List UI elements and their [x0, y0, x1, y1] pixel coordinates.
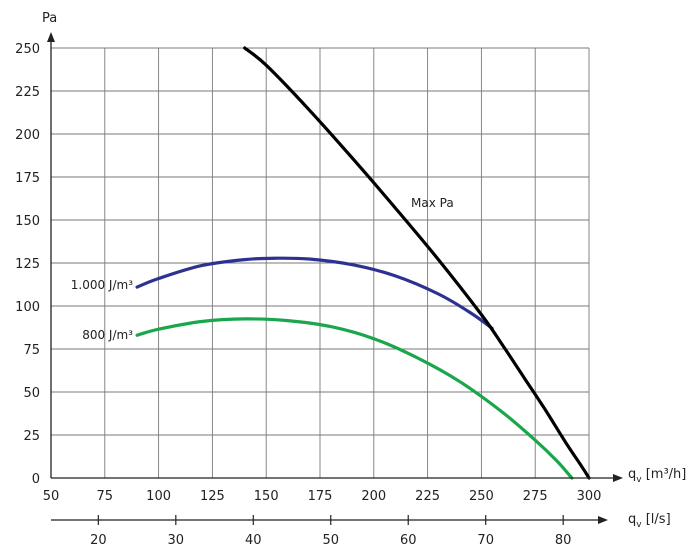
y-tick-label: 125 — [15, 257, 40, 272]
y-tick-label: 225 — [15, 85, 40, 100]
x2-tick-label: 50 — [322, 533, 339, 548]
max-pa-label: Max Pa — [411, 196, 454, 210]
x2-tick-label: 80 — [555, 533, 572, 548]
x-axis-arrow — [613, 474, 623, 482]
x-tick-label: 125 — [200, 489, 225, 504]
800-j-m3-curve — [135, 317, 574, 480]
x2-tick-label: 30 — [168, 533, 185, 548]
x2-axis-title: qv [l/s] — [628, 512, 671, 530]
x2-axis-arrow — [598, 516, 608, 524]
series-layer — [135, 46, 591, 480]
1000-j-m3-label: 1.000 J/m³ — [71, 278, 133, 292]
x-tick-label: 50 — [43, 489, 60, 504]
x-tick-label: 275 — [523, 489, 548, 504]
y-tick-label: 75 — [23, 343, 40, 358]
x2-tick-label: 70 — [477, 533, 494, 548]
x2-tick-label: 40 — [245, 533, 262, 548]
axes — [47, 32, 623, 524]
y-tick-label: 50 — [23, 386, 40, 401]
x-tick-label: 150 — [254, 489, 279, 504]
x2-tick-label: 60 — [400, 533, 417, 548]
x-tick-label: 250 — [469, 489, 494, 504]
x2-tick-label: 20 — [90, 533, 107, 548]
x-tick-label: 75 — [97, 489, 114, 504]
x-tick-label: 175 — [308, 489, 333, 504]
y-tick-label: 150 — [15, 214, 40, 229]
x-tick-label: 200 — [361, 489, 386, 504]
800-j-m3-label: 800 J/m³ — [82, 328, 133, 342]
x-tick-label: 100 — [146, 489, 171, 504]
y-tick-label: 250 — [15, 42, 40, 57]
x-tick-label: 225 — [415, 489, 440, 504]
x2-tick-labels: 20 30 40 50 60 70 80 — [90, 515, 571, 548]
y-tick-label: 100 — [15, 300, 40, 315]
x-axis-title: qv [m³/h] — [628, 467, 686, 485]
x-tick-label: 300 — [577, 489, 602, 504]
y-axis-title: Pa — [42, 11, 57, 26]
y-tick-label: 175 — [15, 171, 40, 186]
y-tick-labels: 0 25 50 75 100 125 150 175 200 225 250 — [15, 42, 40, 487]
x-tick-labels: 50 75 100 125 150 175 200 225 250 275 300 — [43, 489, 602, 504]
grid — [51, 47, 590, 478]
y-tick-label: 200 — [15, 128, 40, 143]
1000-j-m3-curve — [135, 256, 494, 330]
y-tick-label: 25 — [23, 429, 40, 444]
max-pa-curve — [243, 46, 591, 480]
y-tick-label: 0 — [32, 472, 40, 487]
y-axis-arrow — [47, 32, 55, 42]
